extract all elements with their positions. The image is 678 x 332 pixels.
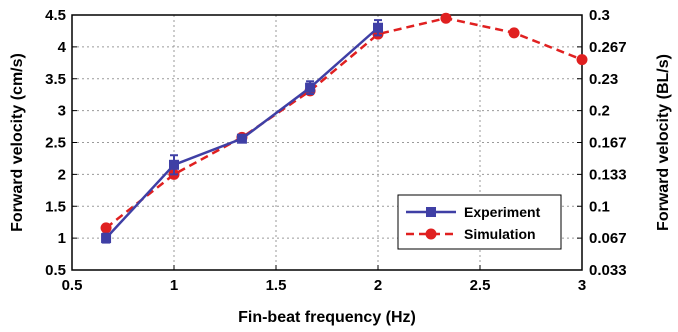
legend: Experiment Simulation: [397, 194, 562, 250]
y-left-tick-label: 2: [58, 166, 66, 183]
y-axis-right-title: Forward velocity (BL/s): [655, 54, 672, 231]
x-tick-label: 2: [374, 277, 382, 294]
experiment-point: [101, 233, 112, 244]
x-tick-label: 1.5: [266, 277, 287, 294]
y-right-tick-label: 0.133: [589, 166, 627, 183]
simulation-line: [105, 16, 583, 229]
y-left-tick-label: 4.5: [45, 7, 66, 24]
series-layer: [100, 12, 588, 244]
y-right-tick-label: 0.3: [589, 7, 610, 24]
y-right-tick-label: 0.23: [589, 71, 618, 88]
y-right-tick-label: 0.167: [589, 135, 627, 152]
simulation-point: [440, 12, 452, 24]
y-left-tick-label: 3.5: [45, 71, 66, 88]
y-left-tick-label: 3: [58, 103, 66, 120]
y-left-tick-label: 2.5: [45, 135, 66, 152]
legend-experiment-label: Experiment: [464, 204, 541, 220]
experiment-point: [305, 82, 316, 93]
y-right-tick-label: 0.2: [589, 103, 610, 120]
experiment-point: [236, 133, 247, 144]
y-right-tick-label: 0.067: [589, 230, 627, 247]
y-left-tick-label: 0.5: [45, 262, 66, 279]
legend-simulation-marker: [425, 228, 437, 240]
x-tick-label: 3: [578, 277, 586, 294]
simulation-point: [576, 54, 588, 66]
legend-simulation-label: Simulation: [464, 226, 536, 242]
grid-layer: [72, 15, 582, 270]
y-right-tick-label: 0.1: [589, 198, 610, 215]
y-left-tick-label: 1: [58, 230, 66, 247]
x-tick-label: 2.5: [470, 277, 491, 294]
experiment-point: [373, 22, 383, 33]
x-tick-label: 0.5: [62, 277, 83, 294]
legend-items: Experiment Simulation: [406, 204, 541, 242]
legend-box: [397, 194, 562, 250]
legend-experiment-marker: [426, 207, 436, 217]
experiment-point: [169, 159, 179, 170]
x-tick-label: 1: [170, 277, 178, 294]
y-right-tick-label: 0.267: [589, 39, 627, 56]
simulation-point: [508, 27, 520, 39]
y-left-tick-label: 1.5: [45, 198, 66, 215]
y-axis-left-title: Forward velocity (cm/s): [9, 53, 26, 232]
x-axis-title: Fin-beat frequency (Hz): [238, 309, 416, 326]
y-left-tick-label: 4: [58, 39, 67, 56]
simulation-point: [100, 222, 112, 234]
tick-layer: 0.5 1 1.5 2 2.5 3 0.5 1 1.5 2 2.5 3 3.5 4 4.5 0.3 0.267 0…: [45, 7, 626, 294]
y-right-tick-label: 0.033: [589, 262, 627, 279]
